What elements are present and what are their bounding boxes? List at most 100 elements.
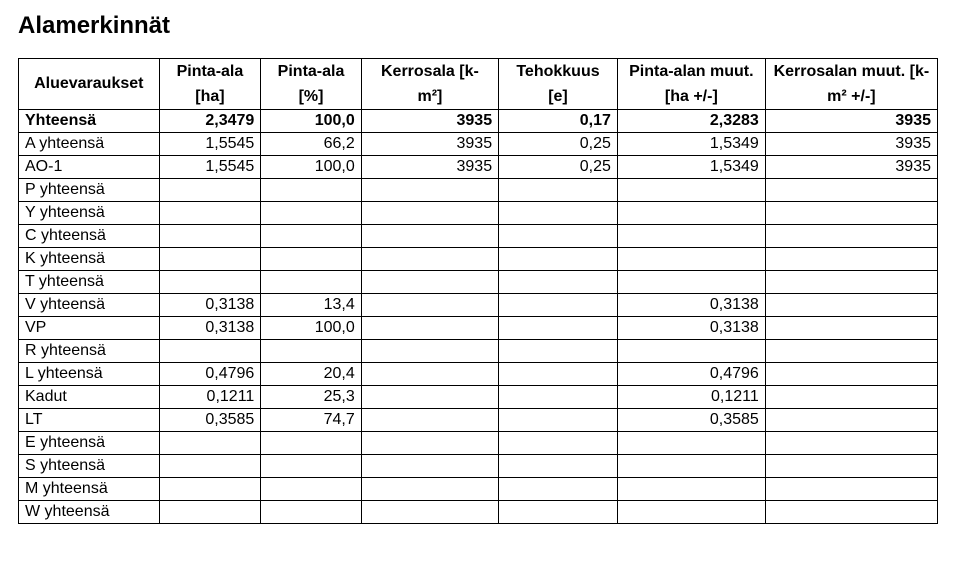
cell-value <box>765 501 937 524</box>
cell-value <box>765 225 937 248</box>
row-label: VP <box>19 317 160 340</box>
cell-value <box>361 478 498 501</box>
cell-value <box>499 248 618 271</box>
cell-value <box>499 501 618 524</box>
cell-value: 3935 <box>765 110 937 133</box>
cell-value: 74,7 <box>261 409 361 432</box>
cell-value <box>261 478 361 501</box>
cell-value: 1,5349 <box>617 156 765 179</box>
cell-value: 1,5545 <box>159 156 261 179</box>
cell-value <box>261 202 361 225</box>
table-row: W yhteensä <box>19 501 938 524</box>
cell-value <box>499 225 618 248</box>
row-label: R yhteensä <box>19 340 160 363</box>
cell-value <box>159 202 261 225</box>
cell-value <box>499 317 618 340</box>
page-title: Alamerkinnät <box>18 12 942 40</box>
cell-value <box>361 294 498 317</box>
row-label: C yhteensä <box>19 225 160 248</box>
cell-value <box>499 478 618 501</box>
table-body: Yhteensä2,3479100,039350,172,32833935A y… <box>19 110 938 524</box>
cell-value: 13,4 <box>261 294 361 317</box>
row-label: Y yhteensä <box>19 202 160 225</box>
cell-value <box>617 225 765 248</box>
cell-value: 3935 <box>361 110 498 133</box>
cell-value <box>765 248 937 271</box>
cell-value <box>159 432 261 455</box>
row-label: W yhteensä <box>19 501 160 524</box>
cell-value <box>261 340 361 363</box>
cell-value <box>617 455 765 478</box>
cell-value <box>361 340 498 363</box>
cell-value: 20,4 <box>261 363 361 386</box>
cell-value: 1,5545 <box>159 133 261 156</box>
header-row-top: Aluevaraukset Pinta-ala Pinta-ala Kerros… <box>19 59 938 85</box>
cell-value <box>261 225 361 248</box>
row-label: V yhteensä <box>19 294 160 317</box>
cell-value <box>617 432 765 455</box>
cell-value <box>361 179 498 202</box>
table-row: Yhteensä2,3479100,039350,172,32833935 <box>19 110 938 133</box>
col-header-kerrosala-bot: m²] <box>361 84 498 110</box>
col-header-kerrosala-top: Kerrosala [k- <box>361 59 498 85</box>
cell-value: 0,3138 <box>159 294 261 317</box>
col-header-pinta-ala-pct-top: Pinta-ala <box>261 59 361 85</box>
cell-value <box>617 501 765 524</box>
table-row: A yhteensä1,554566,239350,251,53493935 <box>19 133 938 156</box>
cell-value <box>499 363 618 386</box>
cell-value <box>765 294 937 317</box>
row-label: T yhteensä <box>19 271 160 294</box>
row-label: A yhteensä <box>19 133 160 156</box>
table-row: V yhteensä0,313813,40,3138 <box>19 294 938 317</box>
table-row: AO-11,5545100,039350,251,53493935 <box>19 156 938 179</box>
table-row: S yhteensä <box>19 455 938 478</box>
row-label: Kadut <box>19 386 160 409</box>
cell-value <box>261 501 361 524</box>
cell-value <box>361 455 498 478</box>
col-header-aluevaraukset: Aluevaraukset <box>19 59 160 110</box>
cell-value: 0,3138 <box>617 294 765 317</box>
cell-value: 0,17 <box>499 110 618 133</box>
table-row: R yhteensä <box>19 340 938 363</box>
cell-value <box>361 202 498 225</box>
cell-value <box>765 409 937 432</box>
cell-value <box>361 363 498 386</box>
cell-value <box>499 202 618 225</box>
row-label: K yhteensä <box>19 248 160 271</box>
cell-value: 0,1211 <box>159 386 261 409</box>
row-label: P yhteensä <box>19 179 160 202</box>
cell-value: 66,2 <box>261 133 361 156</box>
cell-value <box>361 432 498 455</box>
cell-value <box>765 271 937 294</box>
table-row: LT0,358574,70,3585 <box>19 409 938 432</box>
table-row: VP0,3138100,00,3138 <box>19 317 938 340</box>
cell-value <box>499 432 618 455</box>
col-header-tehokkuus-bot: [e] <box>499 84 618 110</box>
table-row: K yhteensä <box>19 248 938 271</box>
cell-value: 0,3585 <box>617 409 765 432</box>
cell-value <box>159 455 261 478</box>
cell-value: 0,3138 <box>159 317 261 340</box>
table-row: Y yhteensä <box>19 202 938 225</box>
cell-value <box>159 340 261 363</box>
table-row: C yhteensä <box>19 225 938 248</box>
table-row: E yhteensä <box>19 432 938 455</box>
cell-value <box>159 248 261 271</box>
cell-value: 0,1211 <box>617 386 765 409</box>
cell-value: 100,0 <box>261 317 361 340</box>
cell-value: 3935 <box>361 133 498 156</box>
cell-value <box>765 340 937 363</box>
cell-value: 0,25 <box>499 133 618 156</box>
cell-value <box>617 179 765 202</box>
cell-value: 100,0 <box>261 110 361 133</box>
col-header-pinta-alan-muut-top: Pinta-alan muut. <box>617 59 765 85</box>
cell-value <box>159 501 261 524</box>
cell-value: 0,3585 <box>159 409 261 432</box>
cell-value <box>261 432 361 455</box>
cell-value: 3935 <box>361 156 498 179</box>
col-header-pinta-ala-ha-top: Pinta-ala <box>159 59 261 85</box>
cell-value <box>159 225 261 248</box>
cell-value <box>361 501 498 524</box>
cell-value <box>765 478 937 501</box>
col-header-pinta-ala-pct-bot: [%] <box>261 84 361 110</box>
